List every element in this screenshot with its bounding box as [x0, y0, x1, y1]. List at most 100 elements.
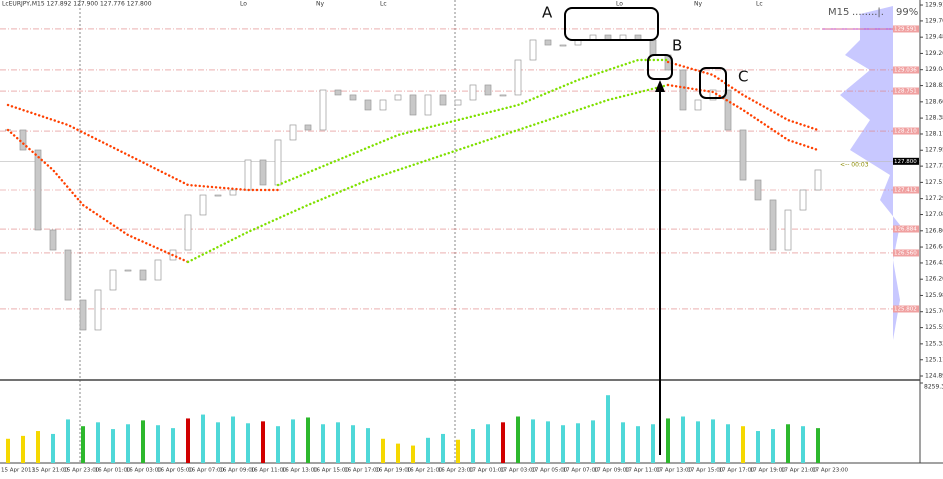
x-tick-label: 16 Apr 03:00	[126, 468, 162, 474]
volume-bar	[231, 416, 235, 463]
level-box	[893, 25, 919, 33]
moving-average	[6, 128, 190, 264]
candle	[199, 194, 207, 216]
volume-bar	[6, 438, 10, 463]
candle	[394, 94, 402, 101]
volume-tick-label: 8259.3	[924, 384, 943, 391]
candle	[484, 84, 492, 96]
level-box	[893, 249, 919, 257]
x-tick-label: 16 Apr 17:00	[344, 468, 380, 474]
annotation-box	[699, 67, 727, 99]
y-tick-label: 126.205	[925, 276, 943, 283]
y-tick-label: 128.385	[925, 115, 943, 122]
candle	[409, 94, 417, 116]
y-tick-label: 125.330	[925, 340, 943, 347]
arrow-head	[655, 80, 665, 92]
candle	[214, 194, 222, 197]
x-tick-label: 17 Apr 23:00	[812, 468, 848, 474]
candle	[769, 199, 777, 251]
level-box	[893, 186, 919, 194]
level-label: 129.591	[894, 26, 917, 32]
timeframe: M15	[828, 7, 849, 18]
volume-bar	[696, 421, 700, 463]
volume-bar	[366, 428, 370, 463]
x-tick-label: 16 Apr 09:00	[219, 468, 255, 474]
x-tick-label: 17 Apr 01:00	[469, 468, 505, 474]
volume-profile	[840, 0, 900, 380]
x-tick-label: 17 Apr 11:00	[625, 468, 661, 474]
volume-bar	[51, 433, 55, 463]
x-tick-label: 16 Apr 13:00	[282, 468, 318, 474]
volume-bar	[291, 419, 295, 463]
candle	[739, 129, 747, 181]
level-box	[893, 225, 919, 233]
x-tick-label: 17 Apr 07:00	[563, 468, 599, 474]
y-tick-label: 127.295	[925, 195, 943, 202]
volume-bar	[546, 421, 550, 463]
x-tick-label: 16 Apr 19:00	[375, 468, 411, 474]
volume-bar	[681, 416, 685, 463]
x-tick-label: 16 Apr 11:00	[251, 468, 287, 474]
volume-bar	[21, 435, 25, 463]
volume-bar	[156, 425, 160, 463]
annotation-box	[564, 7, 659, 41]
candle	[529, 39, 537, 61]
gauge: ........|.	[852, 7, 884, 18]
moving-average	[186, 83, 670, 264]
volume-bar	[81, 426, 85, 463]
volume-bar	[576, 423, 580, 463]
candle	[304, 124, 312, 131]
volume-bar	[516, 416, 520, 463]
candle	[289, 124, 297, 141]
volume-bar	[321, 424, 325, 463]
candle	[184, 214, 192, 251]
volume-bar	[66, 419, 70, 463]
x-tick-label: 16 Apr 15:00	[313, 468, 349, 474]
chart-header: LcEURJPY,M15 127.892 127.900 127.776 127…	[2, 1, 152, 8]
annotation: B	[672, 37, 682, 55]
x-tick-label: 15 Apr 23:00	[63, 468, 99, 474]
level-label: 125.802	[894, 306, 917, 312]
candle	[124, 269, 132, 272]
candle	[364, 99, 372, 111]
x-tick-label: 16 Apr 01:00	[95, 468, 131, 474]
y-tick-label: 129.040	[925, 66, 943, 73]
y-tick-label: 125.115	[925, 356, 943, 363]
candle	[229, 189, 237, 196]
last-price-label: 127.800	[894, 159, 917, 165]
candle	[94, 289, 102, 331]
volume-bar	[591, 420, 595, 463]
y-tick-label: 127.950	[925, 147, 943, 154]
volume-bar	[426, 437, 430, 463]
volume-bar	[786, 424, 790, 463]
candle	[424, 94, 432, 116]
y-tick-label: 129.260	[925, 50, 943, 57]
volume-bar	[381, 438, 385, 463]
candle	[679, 69, 687, 111]
level-box	[893, 127, 919, 135]
candle	[349, 94, 357, 101]
x-tick-label: 17 Apr 03:00	[500, 468, 536, 474]
y-tick-label: 129.480	[925, 34, 943, 41]
session-label: Lc	[380, 1, 387, 8]
candle	[154, 259, 162, 281]
level-box	[893, 66, 919, 74]
candle	[109, 269, 117, 291]
candle	[514, 59, 522, 96]
level-label: 126.884	[894, 227, 917, 233]
candle	[754, 179, 762, 201]
candle	[649, 39, 657, 56]
volume-bar	[171, 428, 175, 463]
volume-bar	[771, 429, 775, 463]
volume-bar	[636, 426, 640, 463]
candle	[244, 159, 252, 191]
annotation-box	[647, 54, 673, 80]
y-tick-label: 125.765	[925, 308, 943, 315]
candle	[694, 99, 702, 111]
x-tick-label: 17 Apr 15:00	[687, 468, 723, 474]
last-price-box	[893, 157, 919, 165]
volume-bar	[666, 418, 670, 463]
